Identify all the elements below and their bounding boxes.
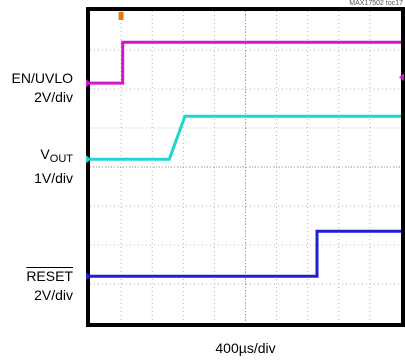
ground-marker-reset [86, 272, 91, 281]
channel-label-en-uvlo: EN/UVLO 2V/div [12, 69, 73, 107]
vout-name-subscript: OUT [49, 153, 73, 165]
series-line-reset [90, 229, 401, 278]
en-uvlo-scale: 2V/div [34, 89, 73, 105]
oscilloscope-plot [86, 7, 405, 327]
trigger-level-marker [399, 73, 404, 82]
vout-scale: 1V/div [34, 170, 73, 186]
en-uvlo-name: EN/UVLO [11, 70, 73, 86]
vout-name: VOUT [34, 145, 73, 169]
ground-marker-en-uvlo [86, 79, 91, 88]
reset-scale: 2V/div [34, 287, 73, 303]
x-axis-label: 400µs/div [215, 340, 276, 356]
channel-label-reset: RESET 2V/div [26, 267, 73, 305]
series-line-en-uvlo [90, 40, 401, 85]
vout-name-main: V [40, 146, 50, 162]
reset-name: RESET [26, 268, 73, 284]
series-line-vout [90, 114, 401, 161]
channel-label-vout: VOUT 1V/div [34, 145, 73, 188]
ground-marker-vout [86, 155, 91, 164]
trigger-marker [118, 12, 124, 20]
figure-id: MAX17502 toc17 [349, 0, 403, 7]
